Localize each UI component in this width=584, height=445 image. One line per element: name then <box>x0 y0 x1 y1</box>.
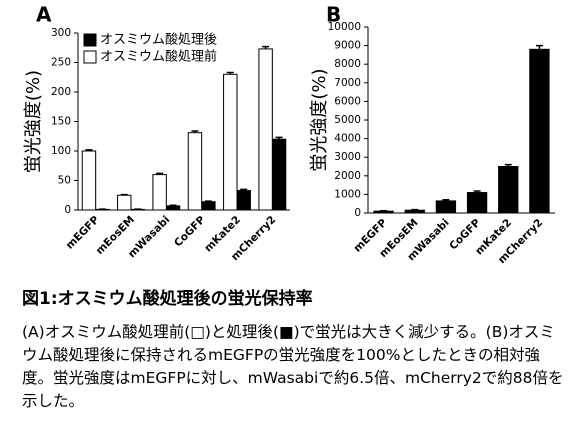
error-bar <box>473 190 481 193</box>
legend-label: オスミウム酸処理前 <box>100 49 217 65</box>
caption-text: (A)オスミウム酸処理前(□)と処理後(■)で蛍光は大きく減少する。(B)オスミ… <box>22 323 564 410</box>
error-bar <box>275 136 283 140</box>
y-tick-label: 200 <box>51 86 71 98</box>
bar <box>117 194 132 211</box>
error-bar <box>411 208 419 211</box>
y-tick-label: 5000 <box>334 114 361 126</box>
figure: A蛍光強度(%)050100150200250300mEGFPmEosEMmWa… <box>23 3 555 266</box>
error-bar <box>535 44 543 50</box>
error-bar <box>156 172 164 175</box>
y-tick-label: 6000 <box>334 95 361 107</box>
bar <box>152 174 167 211</box>
bar <box>81 150 97 211</box>
y-tick-label: 3000 <box>334 151 361 163</box>
legend-label: オスミウム酸処理後 <box>100 33 217 48</box>
caption: 図1:オスミウム酸処理後の蛍光保持率 (A)オスミウム酸処理前(□)と処理後(■… <box>22 284 567 413</box>
bar <box>435 200 457 214</box>
y-tick-label: 2000 <box>334 170 361 182</box>
y-tick-label: 50 <box>58 175 71 187</box>
y-tick-label: 9000 <box>334 40 361 52</box>
bar <box>201 201 216 211</box>
caption-title: 図1:オスミウム酸処理後の蛍光保持率 <box>22 289 313 309</box>
panel-label: B <box>326 3 341 27</box>
y-tick-label: 4000 <box>334 133 361 145</box>
y-tick-label: 1000 <box>334 188 361 200</box>
legend-swatch <box>83 33 97 47</box>
error-bar <box>442 199 450 201</box>
bar <box>236 190 251 211</box>
error-bar <box>169 204 177 207</box>
y-tick-label: 250 <box>51 57 71 69</box>
bar <box>498 166 519 214</box>
y-tick-label: 100 <box>51 145 71 157</box>
x-tick-label: CoGFP <box>172 214 208 250</box>
bar <box>258 48 273 211</box>
panel-label: A <box>36 3 52 27</box>
error-bar <box>120 193 128 196</box>
y-tick-label: 0 <box>354 207 361 219</box>
error-bar <box>262 45 270 49</box>
error-bar <box>191 130 199 133</box>
y-tick-label: 10000 <box>328 21 361 33</box>
y-tick-label: 7000 <box>334 77 361 89</box>
bar <box>223 73 238 211</box>
y-tick-label: 0 <box>64 204 71 216</box>
error-bar <box>204 200 212 202</box>
y-axis-label: 蛍光強度(%) <box>309 68 330 171</box>
error-bar <box>85 149 93 151</box>
y-tick-label: 150 <box>51 116 71 128</box>
error-bar <box>240 188 248 191</box>
bar <box>404 209 425 214</box>
y-tick-label: 300 <box>51 27 71 39</box>
y-tick-label: 8000 <box>334 58 361 70</box>
error-bar <box>226 71 234 75</box>
error-bar <box>504 163 512 167</box>
bar <box>165 205 181 211</box>
bar <box>187 132 203 211</box>
bar <box>271 138 287 211</box>
bar <box>529 48 550 214</box>
y-axis-label: 蛍光強度(%) <box>23 70 44 173</box>
bar <box>466 192 488 214</box>
legend-swatch <box>83 50 97 64</box>
